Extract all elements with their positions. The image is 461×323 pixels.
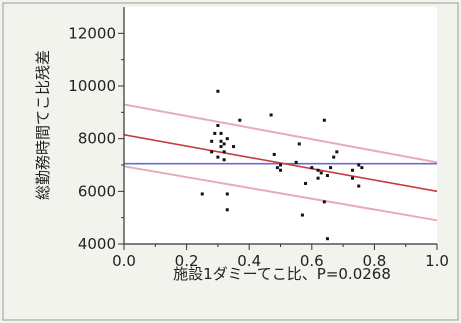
data-point bbox=[335, 150, 339, 154]
data-point bbox=[316, 176, 320, 180]
data-point bbox=[269, 113, 273, 117]
plot-area bbox=[124, 7, 437, 244]
x-tick-label: 1.0 bbox=[425, 252, 449, 270]
data-point bbox=[238, 118, 242, 122]
y-tick-label: 4000 bbox=[78, 235, 116, 253]
data-point bbox=[216, 124, 220, 127]
data-point bbox=[222, 158, 226, 162]
data-point bbox=[232, 145, 236, 149]
data-point bbox=[216, 155, 220, 159]
data-point bbox=[279, 163, 282, 167]
data-point bbox=[304, 181, 308, 185]
y-tick-label: 10000 bbox=[68, 77, 116, 95]
data-point bbox=[219, 131, 223, 135]
data-point bbox=[219, 145, 223, 149]
x-axis-label: 施設1ダミーてこ比、P=0.0268 bbox=[173, 265, 391, 283]
y-axis-label: 総勤務時間てこ比残差 bbox=[34, 50, 52, 200]
data-point bbox=[275, 166, 279, 170]
data-point bbox=[329, 166, 333, 170]
data-point bbox=[297, 142, 301, 146]
fit-line bbox=[123, 133, 438, 193]
data-point bbox=[210, 150, 214, 154]
data-point bbox=[213, 131, 217, 135]
data-point bbox=[225, 208, 229, 212]
data-point bbox=[325, 237, 329, 241]
y-tick-label: 12000 bbox=[68, 24, 116, 42]
data-point bbox=[360, 166, 364, 170]
data-point bbox=[300, 213, 304, 217]
x-tick-label: 0.4 bbox=[237, 252, 261, 270]
confidence-band-upper bbox=[123, 103, 438, 164]
data-point bbox=[319, 171, 323, 175]
data-point bbox=[350, 168, 354, 172]
y-tick-label: 6000 bbox=[78, 182, 116, 200]
data-point bbox=[332, 155, 336, 159]
data-point bbox=[225, 137, 229, 141]
data-point bbox=[216, 89, 220, 93]
x-tick-label: 0.8 bbox=[362, 252, 386, 270]
data-point bbox=[310, 166, 314, 170]
y-tick-label: 8000 bbox=[78, 130, 116, 148]
x-tick-label: 0.0 bbox=[112, 252, 136, 270]
figure-frame bbox=[2, 2, 459, 321]
data-point bbox=[200, 192, 204, 196]
x-tick-label: 0.2 bbox=[175, 252, 199, 270]
data-point bbox=[316, 168, 320, 172]
data-point bbox=[210, 139, 214, 143]
data-point bbox=[325, 174, 329, 178]
data-point bbox=[350, 176, 354, 180]
data-point bbox=[357, 163, 361, 167]
data-point bbox=[222, 150, 226, 154]
confidence-band-layer bbox=[123, 103, 438, 222]
data-point bbox=[222, 142, 226, 146]
data-point bbox=[322, 118, 326, 122]
points-layer bbox=[200, 89, 364, 241]
data-point bbox=[322, 200, 326, 204]
data-point bbox=[272, 152, 276, 156]
data-point bbox=[219, 139, 223, 143]
data-point bbox=[225, 192, 229, 196]
data-point bbox=[294, 160, 298, 164]
data-point bbox=[279, 168, 282, 172]
confidence-band-lower bbox=[123, 165, 438, 222]
x-tick-label: 0.6 bbox=[300, 252, 324, 270]
data-point bbox=[357, 184, 361, 188]
axes-layer: 4000 6000 8000 10000 12000 0.0 0.2 0.4 0.6 0.8 1.0 bbox=[68, 7, 449, 270]
